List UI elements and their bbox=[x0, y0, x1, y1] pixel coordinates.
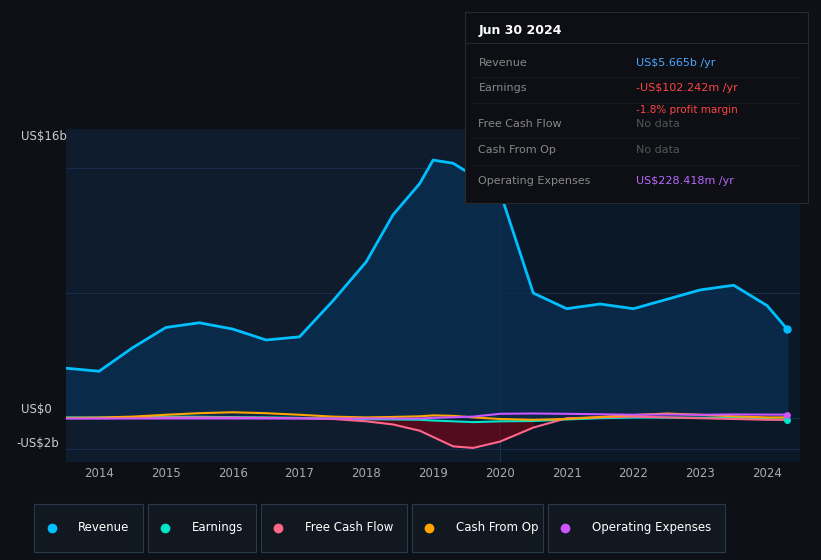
Text: -1.8% profit margin: -1.8% profit margin bbox=[636, 105, 738, 115]
Text: Operating Expenses: Operating Expenses bbox=[592, 521, 711, 534]
Text: -US$102.242m /yr: -US$102.242m /yr bbox=[636, 83, 738, 94]
Text: US$0: US$0 bbox=[21, 403, 51, 417]
FancyBboxPatch shape bbox=[34, 504, 143, 552]
Text: Jun 30 2024: Jun 30 2024 bbox=[479, 24, 562, 37]
FancyBboxPatch shape bbox=[261, 504, 407, 552]
Text: Revenue: Revenue bbox=[479, 58, 527, 68]
FancyBboxPatch shape bbox=[548, 504, 725, 552]
Text: US$16b: US$16b bbox=[21, 129, 67, 143]
Text: Earnings: Earnings bbox=[191, 521, 243, 534]
Text: Revenue: Revenue bbox=[78, 521, 130, 534]
Text: -US$2b: -US$2b bbox=[16, 437, 59, 450]
Bar bbox=[500, 129, 800, 462]
Text: US$228.418m /yr: US$228.418m /yr bbox=[636, 176, 734, 186]
Text: Free Cash Flow: Free Cash Flow bbox=[305, 521, 393, 534]
FancyBboxPatch shape bbox=[148, 504, 256, 552]
Text: Operating Expenses: Operating Expenses bbox=[479, 176, 591, 186]
Text: Free Cash Flow: Free Cash Flow bbox=[479, 119, 562, 129]
Text: No data: No data bbox=[636, 146, 680, 155]
Text: Earnings: Earnings bbox=[479, 83, 527, 94]
Text: Cash From Op: Cash From Op bbox=[456, 521, 539, 534]
FancyBboxPatch shape bbox=[412, 504, 544, 552]
Text: US$5.665b /yr: US$5.665b /yr bbox=[636, 58, 716, 68]
Text: No data: No data bbox=[636, 119, 680, 129]
Text: Cash From Op: Cash From Op bbox=[479, 146, 557, 155]
